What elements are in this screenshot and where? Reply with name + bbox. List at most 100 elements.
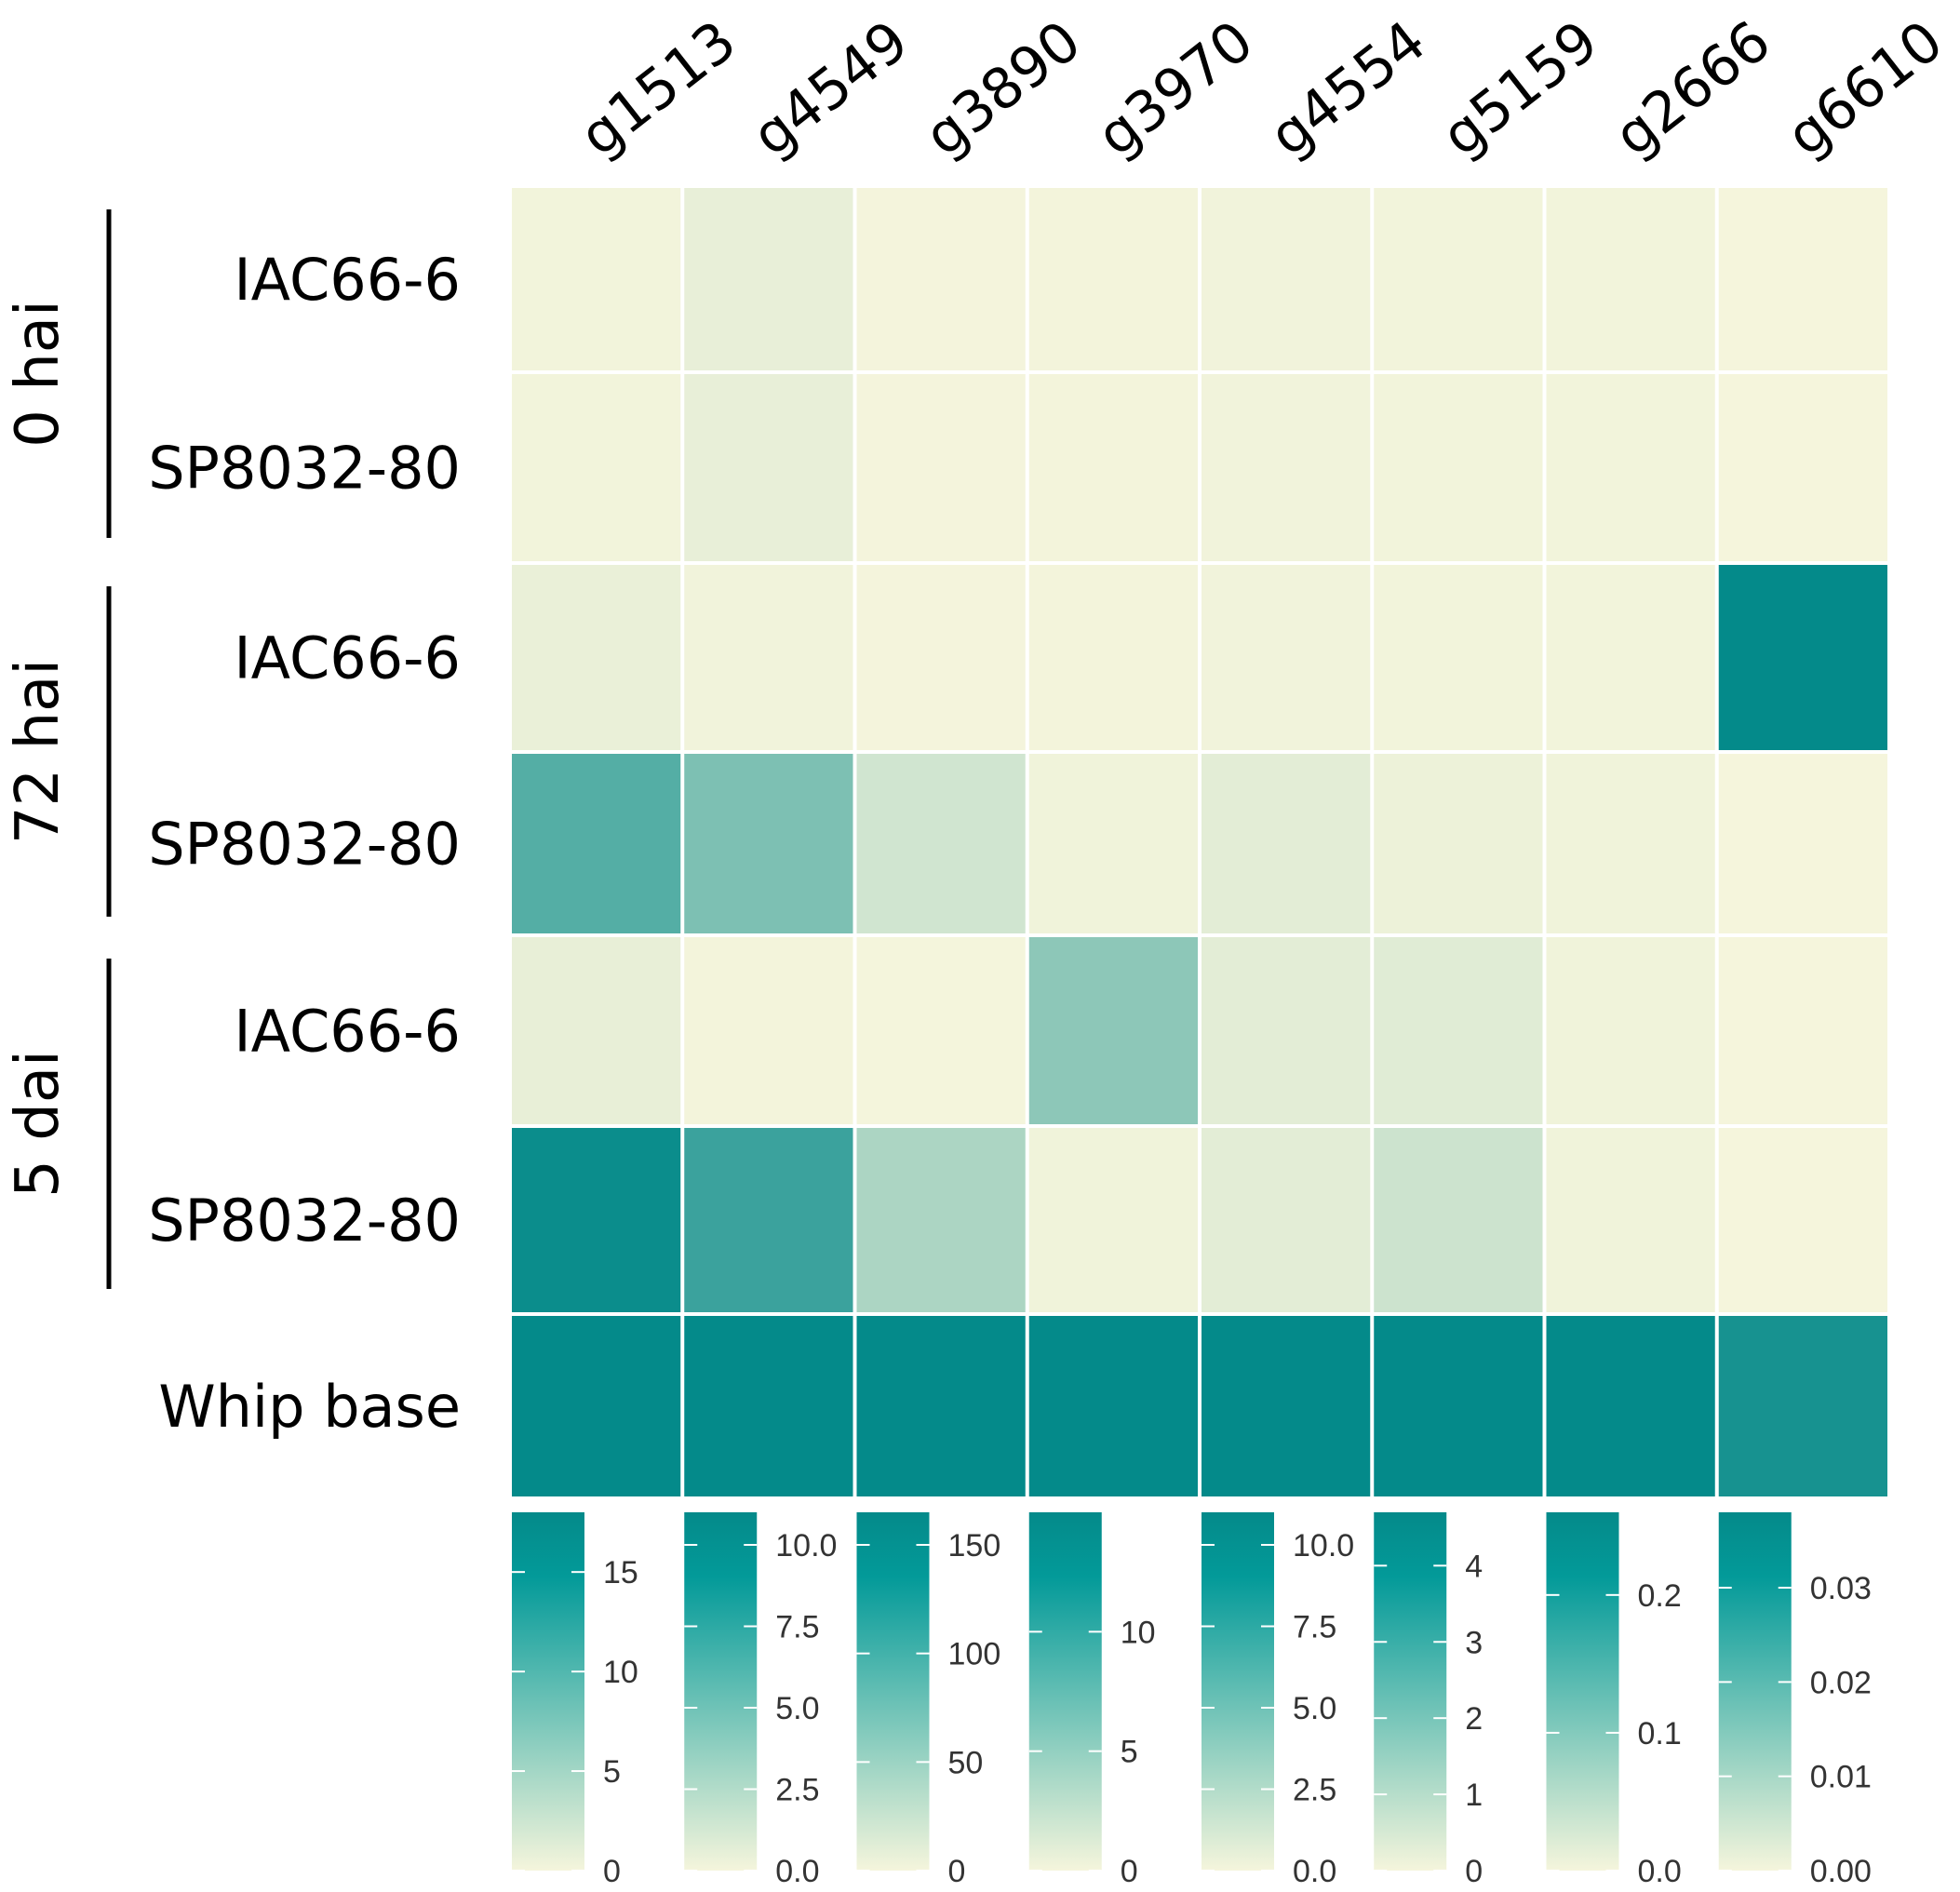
color-bar: [856, 1512, 930, 1871]
heatmap-cell-g4549-row0: [684, 188, 853, 370]
color-bar: [512, 1512, 584, 1871]
legend-tick-label: 0.00: [1810, 1854, 1872, 1889]
legend-tick-label: 2.5: [1293, 1773, 1336, 1808]
legend-tick-label: 10: [603, 1655, 638, 1690]
gene-label-g1513: g1513: [568, 8, 747, 169]
row-label: SP8032-80: [148, 811, 461, 879]
gene-label-g3970: g3970: [1085, 8, 1265, 169]
legend-tick-label: 0.2: [1638, 1578, 1682, 1614]
legend-tick-label: 0.02: [1810, 1665, 1872, 1700]
heatmap-cell-g1513-row1: [512, 374, 681, 561]
heatmap-cell-g2666-row5: [1546, 1128, 1715, 1312]
heatmap-cell-g4549-row5: [684, 1128, 853, 1312]
heatmap-cell-g6610-row1: [1718, 374, 1887, 561]
heatmap-cell-g3890-row1: [856, 374, 1026, 561]
color-legend-g2666: 0.0 0.1 0.2: [1546, 1512, 1682, 1889]
heatmap-cell-g5159-row5: [1374, 1128, 1543, 1312]
legend-tick-label: 10.0: [1293, 1528, 1354, 1563]
heatmap-cells: [512, 188, 1887, 1496]
row-label: SP8032-80: [148, 435, 461, 503]
row-label: Whip base: [158, 1373, 461, 1441]
legend-tick-label: 5.0: [1293, 1691, 1336, 1726]
heatmap-cell-g3890-row3: [856, 754, 1026, 933]
heatmap-cell-g5159-row3: [1374, 754, 1543, 933]
heatmap-cell-g3890-row6: [856, 1316, 1026, 1496]
color-legends: 0510150.02.55.07.510.005010015005100.02.…: [512, 1512, 1872, 1889]
row-label: SP8032-80: [148, 1187, 461, 1255]
gene-label-g4549: g4549: [741, 8, 920, 169]
heatmap-cell-g1513-row6: [512, 1316, 681, 1496]
legend-tick-label: 7.5: [1293, 1610, 1336, 1645]
heatmap-cell-g6610-row2: [1718, 565, 1887, 750]
gene-label-g3890: g3890: [913, 8, 1093, 169]
group-label: 0 hai: [4, 300, 73, 448]
heatmap-cell-g2666-row0: [1546, 188, 1715, 370]
group-label: 72 hai: [4, 659, 73, 844]
heatmap-cell-g3970-row6: [1028, 1316, 1198, 1496]
heatmap-cell-g4554-row5: [1202, 1128, 1371, 1312]
heatmap-cell-g4549-row2: [684, 565, 853, 750]
heatmap-cell-g1513-row5: [512, 1128, 681, 1312]
heatmap-cell-g4549-row1: [684, 374, 853, 561]
heatmap-cell-g5159-row4: [1374, 937, 1543, 1124]
heatmap-cell-g4554-row1: [1202, 374, 1371, 561]
legend-tick-label: 5: [603, 1754, 621, 1790]
heatmap-cell-g3970-row0: [1028, 188, 1198, 370]
color-legend-g1513: 0 5 10 15: [512, 1512, 638, 1889]
heatmap-cell-g3890-row4: [856, 937, 1026, 1124]
legend-tick-label: 2: [1465, 1701, 1483, 1737]
legend-tick-label: 5.0: [775, 1691, 819, 1726]
color-legend-g6610: 0.00 0.01 0.02 0.03: [1718, 1512, 1872, 1889]
group-label: 5 dai: [4, 1050, 73, 1198]
legend-tick-label: 0.1: [1638, 1716, 1682, 1751]
legend-tick-label: 0: [603, 1854, 621, 1889]
heatmap-cell-g4554-row3: [1202, 754, 1371, 933]
legend-tick-label: 0: [1121, 1854, 1138, 1889]
heatmap-cell-g1513-row2: [512, 565, 681, 750]
heatmap-cell-g4554-row6: [1202, 1316, 1371, 1496]
heatmap-cell-g6610-row5: [1718, 1128, 1887, 1312]
color-bar: [1546, 1512, 1619, 1871]
row-label: IAC66-6: [234, 246, 461, 314]
heatmap-cell-g5159-row0: [1374, 188, 1543, 370]
heatmap-cell-g6610-row4: [1718, 937, 1887, 1124]
legend-tick-label: 1: [1465, 1778, 1483, 1813]
legend-tick-label: 0.01: [1810, 1760, 1872, 1795]
heatmap-cell-g2666-row4: [1546, 937, 1715, 1124]
heatmap-cell-g6610-row6: [1718, 1316, 1887, 1496]
legend-tick-label: 0.0: [1293, 1854, 1336, 1889]
legend-tick-label: 100: [948, 1637, 1001, 1672]
legend-tick-label: 50: [948, 1745, 984, 1780]
legend-tick-label: 4: [1465, 1549, 1483, 1584]
heatmap-cell-g5159-row1: [1374, 374, 1543, 561]
heatmap-cell-g3970-row3: [1028, 754, 1198, 933]
heatmap-cell-g2666-row2: [1546, 565, 1715, 750]
gene-label-g5159: g5159: [1430, 8, 1610, 169]
heatmap-cell-g1513-row3: [512, 754, 681, 933]
legend-tick-label: 0.0: [775, 1854, 819, 1889]
color-legend-g3970: 0 5 10: [1028, 1512, 1156, 1889]
gene-label-g6610: g6610: [1775, 8, 1954, 169]
heatmap-cell-g5159-row2: [1374, 565, 1543, 750]
heatmap-cell-g2666-row3: [1546, 754, 1715, 933]
heatmap-cell-g1513-row4: [512, 937, 681, 1124]
color-bar: [1028, 1512, 1102, 1871]
legend-tick-label: 150: [948, 1528, 1001, 1563]
heatmap-cell-g4549-row4: [684, 937, 853, 1124]
heatmap-cell-g3970-row1: [1028, 374, 1198, 561]
heatmap-cell-g3970-row4: [1028, 937, 1198, 1124]
heatmap-cell-g3970-row2: [1028, 565, 1198, 750]
legend-tick-label: 0: [948, 1854, 966, 1889]
color-bar: [1202, 1512, 1274, 1871]
heatmap-cell-g5159-row6: [1374, 1316, 1543, 1496]
legend-tick-label: 2.5: [775, 1773, 819, 1808]
timepoint-groups: 0 hai 72 hai 5 dai: [4, 209, 112, 1289]
gene-label-g2666: g2666: [1603, 8, 1782, 169]
legend-tick-label: 0.0: [1638, 1854, 1682, 1889]
heatmap-cell-g6610-row0: [1718, 188, 1887, 370]
heatmap-cell-g3890-row5: [856, 1128, 1026, 1312]
heatmap-cell-g4549-row6: [684, 1316, 853, 1496]
color-legend-g4554: 0.0 2.5 5.0 7.5 10.0: [1202, 1512, 1354, 1889]
